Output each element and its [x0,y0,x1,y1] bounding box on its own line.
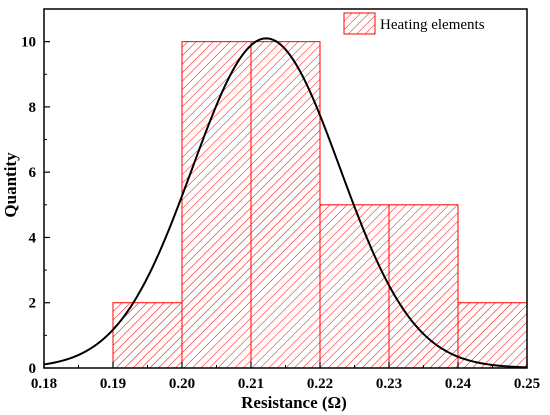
x-axis-title: Resistance (Ω) [241,393,347,412]
y-tick-label: 8 [29,100,37,116]
histogram-bar-5 [388,204,459,369]
x-tick-label: 0.19 [100,376,126,392]
histogram-bar-4 [319,204,390,369]
normal-fit-curve-group [43,37,528,369]
x-tick-label: 0.18 [31,376,57,392]
histogram-bar-6 [457,302,528,369]
x-tick-label: 0.24 [445,376,472,392]
histogram-bars [112,41,528,369]
x-tick-label: 0.21 [238,376,264,392]
y-tick-label: 0 [29,361,37,377]
y-tick-label: 4 [29,230,37,246]
ticks: 0.18 0.19 0.20 0.21 0.22 0.23 0.24 0.25 0 2 4 6 8 10 [21,8,540,392]
y-tick-label: 2 [29,296,37,312]
x-tick-label: 0.25 [514,376,540,392]
x-tick-label: 0.20 [169,376,195,392]
histogram-bar-2 [181,41,252,369]
x-tick-label: 0.22 [307,376,333,392]
y-tick-label: 10 [21,35,36,51]
histogram-bar-1 [112,302,183,369]
x-tick-label: 0.23 [376,376,402,392]
histogram-bar-3 [250,41,321,369]
legend-label: Heating elements [380,17,485,33]
normal-fit-curve [43,37,528,369]
legend-swatch [343,12,376,35]
legend: Heating elements [343,12,485,35]
y-axis-title: Quantity [1,152,20,218]
y-tick-label: 6 [29,165,37,181]
